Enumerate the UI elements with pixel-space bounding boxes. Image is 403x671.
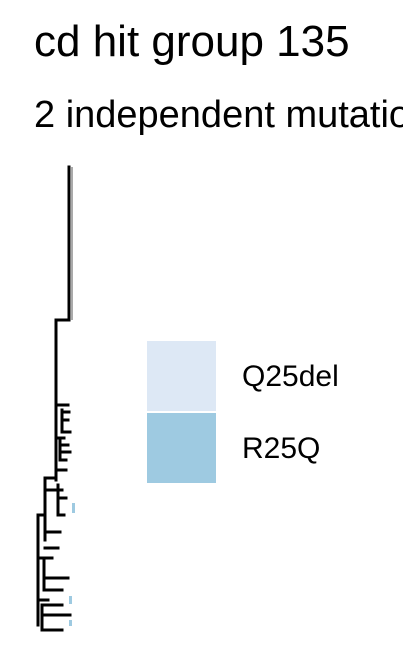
legend-key-q25del	[147, 341, 216, 411]
tree-branches	[36, 165, 72, 632]
figure-subtitle: 2 independent mutations	[34, 94, 403, 136]
tree-leaf-marks	[69, 503, 75, 626]
legend-label-r25q: R25Q	[242, 432, 321, 465]
legend-label-q25del: Q25del	[242, 360, 339, 393]
figure-title: cd hit group 135	[34, 17, 350, 66]
legend-key-r25q	[147, 413, 216, 483]
